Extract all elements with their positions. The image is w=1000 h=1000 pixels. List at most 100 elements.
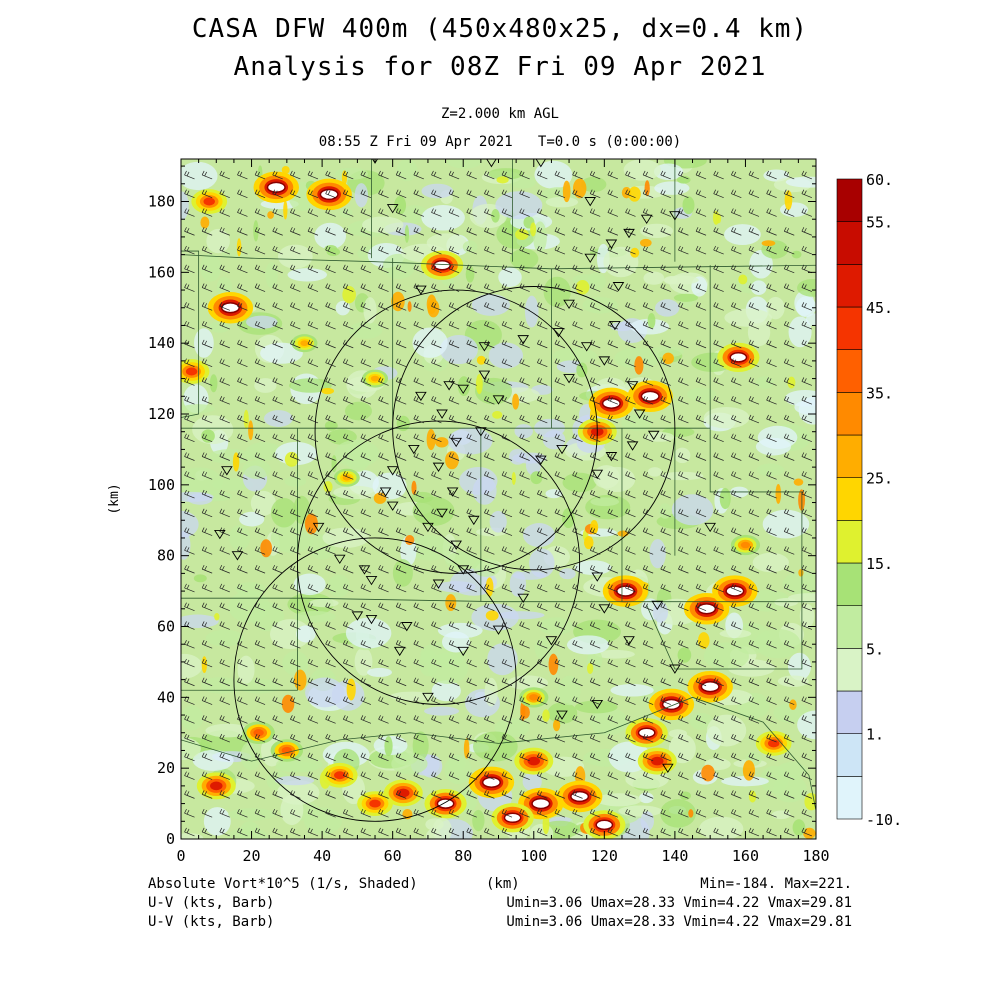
wind-barb-flag — [184, 790, 187, 795]
wind-barb-flag — [342, 245, 346, 251]
vorticity-peak — [570, 790, 590, 803]
wind-barb-flag — [468, 340, 472, 346]
wind-barb-flag — [204, 547, 207, 552]
wind-barb-flag — [378, 583, 381, 589]
county-line — [181, 598, 298, 691]
wind-barb-flag — [592, 753, 596, 758]
wind-barb — [801, 531, 813, 536]
field-patch — [445, 551, 480, 571]
wind-barb-flag — [433, 378, 437, 383]
wind-barb-flag — [204, 828, 207, 834]
wind-barb-flag — [504, 528, 507, 533]
wind-barb-flag — [468, 641, 472, 646]
wind-barb-flag — [398, 284, 402, 289]
wind-barb-flag — [521, 303, 525, 308]
wind-barb-flag — [237, 227, 240, 232]
wind-barb-flag — [274, 209, 278, 214]
field-cell — [293, 669, 307, 691]
wind-barb — [431, 493, 442, 499]
wind-barb-flag — [804, 359, 807, 364]
wind-barb — [219, 474, 230, 480]
wind-barb — [254, 249, 266, 255]
station-marker — [556, 710, 568, 720]
wind-barb-flag — [201, 827, 205, 833]
wind-barb — [607, 174, 618, 180]
wind-barb — [272, 456, 283, 461]
wind-barb-flag — [783, 320, 787, 326]
wind-barb-flag — [345, 565, 349, 571]
wind-barb-flag — [201, 283, 205, 288]
wind-barb — [519, 625, 530, 630]
wind-barb-flag — [607, 658, 611, 664]
field-patch — [668, 729, 688, 738]
wind-barb-flag — [731, 733, 734, 739]
field-patch — [335, 300, 350, 316]
wind-barb-flag — [539, 565, 543, 571]
wind-barb — [325, 193, 336, 199]
wind-barb-flag — [484, 752, 487, 757]
wind-barb-flag — [221, 772, 225, 777]
vorticity-field — [181, 159, 816, 839]
wind-barb-flag — [695, 790, 699, 795]
wind-barb-flag — [557, 584, 560, 590]
wind-barb-flag — [486, 415, 490, 421]
wind-barb-flag — [413, 827, 417, 833]
wind-barb-flag — [804, 472, 807, 477]
wind-barb — [501, 568, 513, 574]
wind-barb — [448, 718, 460, 724]
wind-barb — [307, 306, 319, 311]
wind-barb-flag — [345, 697, 349, 702]
wind-barb-flag — [380, 472, 384, 477]
wind-barb — [643, 399, 654, 405]
wind-barb-flag — [801, 696, 805, 701]
wind-barb-flag — [627, 641, 631, 646]
field-cell — [688, 809, 694, 818]
wind-barb — [784, 437, 795, 443]
wind-barb-flag — [536, 396, 540, 401]
wind-barb-flag — [184, 227, 187, 232]
wind-barb-flag — [766, 715, 769, 720]
wind-barb-flag — [589, 414, 593, 420]
wind-barb-flag — [484, 790, 487, 795]
wind-barb-flag — [642, 602, 646, 607]
wind-barb-flag — [589, 283, 593, 288]
wind-barb-flag — [645, 209, 648, 214]
wind-barb-flag — [627, 528, 631, 533]
wind-barb — [360, 812, 372, 818]
wind-barb-flag — [554, 358, 558, 363]
wind-barb-flag — [345, 303, 349, 308]
wind-barb — [519, 737, 530, 743]
field-cell — [798, 569, 804, 577]
wind-barb-flag — [695, 621, 699, 626]
wind-barb-flag — [607, 790, 611, 795]
wind-barb — [343, 230, 354, 236]
wind-barb — [237, 643, 248, 649]
wind-barb-flag — [715, 697, 719, 702]
wind-barb-flag — [342, 640, 346, 645]
wind-barb — [237, 718, 248, 724]
wind-barb — [519, 343, 530, 349]
wind-barb-flag — [662, 359, 666, 364]
wind-barb-flag — [521, 434, 525, 439]
wind-barb-flag — [307, 658, 311, 664]
wind-barb — [678, 531, 689, 536]
wind-barb-flag — [519, 602, 522, 607]
wind-barb-flag — [201, 339, 205, 345]
wind-barb — [290, 381, 301, 386]
wind-barb — [254, 643, 266, 649]
wind-barb-flag — [363, 772, 366, 777]
wind-barb — [519, 512, 530, 518]
wind-barb — [554, 343, 566, 349]
field-patch — [472, 809, 485, 832]
wind-barb-flag — [627, 603, 631, 608]
wind-barb — [378, 474, 389, 480]
wind-barb-flag — [731, 339, 734, 345]
wind-barb-flag — [184, 808, 187, 814]
wind-barb — [784, 531, 795, 536]
wind-barb — [307, 812, 319, 818]
wind-barb-flag — [451, 209, 454, 214]
field-patch — [396, 159, 418, 182]
wind-barb — [748, 399, 760, 405]
wind-barb-flag — [804, 284, 807, 289]
wind-barb — [360, 193, 372, 199]
